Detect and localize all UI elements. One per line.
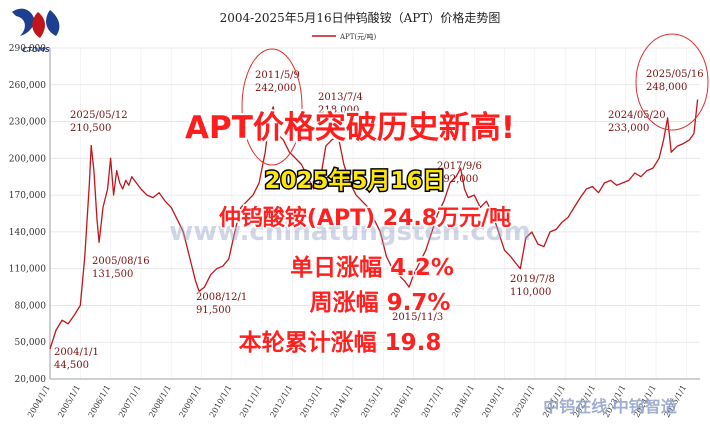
logo-text: CTOMS: [22, 46, 50, 54]
x-tick-label: 2008/1/1: [147, 384, 173, 420]
annotation-date: 2011/5/9: [255, 70, 300, 81]
annotation-date: 2025/05/12: [70, 110, 128, 121]
overlay-headline: APT价格突破历史新高!: [185, 110, 515, 146]
x-tick-label: 2006/1/1: [87, 384, 113, 420]
annotation-value: 218,000: [318, 105, 359, 116]
annotations: 2004/1/1 44,500 2025/05/12 210,500 2005/08/1…: [54, 69, 704, 371]
x-tick-label: 2016/1/1: [390, 384, 416, 420]
x-tick-label: 2014/1/1: [329, 384, 355, 420]
annotation-date: 2015/11/3: [392, 312, 443, 323]
annotation-value: 233,000: [608, 123, 649, 134]
y-tick-label: 170,000: [9, 191, 46, 201]
gridlines: [49, 47, 700, 380]
overlay-date: 2025年5月16日: [264, 167, 445, 194]
x-tick-label: 2007/1/1: [117, 384, 143, 420]
x-tick-label: 2020/1/1: [511, 384, 537, 420]
chart-title: 2004-2025年5月16日仲钨酸铵（APT）价格走势图: [220, 10, 501, 25]
legend-label: APT(元/吨): [339, 32, 377, 41]
y-tick-label: 20,000: [15, 375, 47, 385]
annotation-value: 44,500: [54, 360, 89, 371]
x-tick-label: 2013/1/1: [299, 384, 325, 420]
peak-2011-circle: [241, 48, 303, 166]
overlay: APT价格突破历史新高! 2025年5月16日 仲钨酸铵(APT) 24.8万元…: [183, 108, 517, 358]
y-tick-label: 50,000: [15, 338, 47, 348]
y-axis-ticks: 20,000 50,000 80,000 110,000 140,000 170,000 2…: [9, 44, 46, 385]
annotation-date: 2019/7/8: [510, 274, 555, 285]
watermark-corner: 中钨在线 中钨智造: [543, 397, 678, 416]
peak-2025-circle: [635, 33, 709, 131]
annotation-date: 2005/08/16: [92, 256, 150, 267]
overlay-daily-gain: 单日涨幅 4.2%: [290, 255, 454, 281]
y-tick-label: 260,000: [9, 81, 46, 91]
x-tick-label: 2018/1/1: [450, 384, 476, 420]
annotation-date: 2024/05/20: [608, 110, 666, 121]
annotation-value: 248,000: [646, 82, 687, 93]
y-tick-label: 230,000: [9, 118, 46, 128]
legend: APT(元/吨): [312, 32, 377, 41]
overlay-weekly-gain: 周涨幅 9.7%: [310, 290, 451, 316]
annotation-value: 131,500: [92, 269, 133, 280]
annotation-value: 192,000: [437, 174, 478, 185]
x-tick-label: 2010/1/1: [208, 384, 234, 420]
watermark-center: www.chinatungsten.com: [169, 217, 531, 247]
y-tick-label: 200,000: [9, 154, 46, 164]
x-tick-label: 2017/1/1: [420, 384, 446, 420]
x-tick-label: 2015/1/1: [359, 384, 385, 420]
annotation-value: 91,500: [196, 305, 231, 316]
annotation-date: 2004/1/1: [54, 347, 99, 358]
x-tick-label: 2004/1/1: [26, 384, 52, 420]
x-tick-label: 2019/1/1: [481, 383, 507, 419]
x-tick-label: 2009/1/1: [177, 384, 203, 420]
y-tick-label: 110,000: [9, 265, 46, 275]
annotation-value: 210,500: [70, 123, 111, 134]
annotation-date: 2025/05/16: [646, 69, 704, 80]
y-tick-label: 140,000: [9, 228, 46, 238]
annotation-date: 2017/9/6: [437, 161, 482, 172]
x-tick-label: 2005/1/1: [56, 384, 82, 420]
series-line: [49, 99, 699, 350]
series-group: [49, 99, 699, 350]
annotation-value: 242,000: [255, 83, 296, 94]
x-tick-label: 2012/1/1: [268, 384, 294, 420]
annotation-date: 2008/12/1: [196, 292, 247, 303]
overlay-cumulative-gain: 本轮累计涨幅 19.8: [239, 329, 442, 356]
y-tick-label: 290,000: [9, 44, 46, 54]
overlay-price: 仲钨酸铵(APT) 24.8万元/吨: [219, 205, 511, 231]
y-tick-label: 80,000: [15, 301, 47, 311]
annotation-value: 110,000: [510, 287, 551, 298]
ctoms-logo: CTOMS: [12, 8, 60, 54]
annotation-date: 2013/7/4: [318, 92, 363, 103]
x-tick-label: 2011/1/1: [238, 384, 264, 420]
